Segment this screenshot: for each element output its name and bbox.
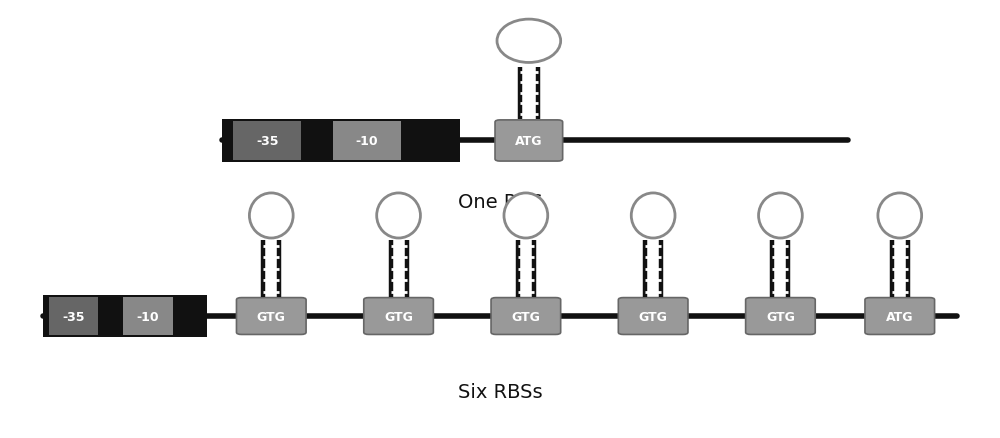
FancyBboxPatch shape: [618, 298, 688, 335]
Ellipse shape: [631, 194, 675, 238]
Ellipse shape: [504, 194, 548, 238]
FancyBboxPatch shape: [865, 298, 935, 335]
FancyBboxPatch shape: [491, 298, 561, 335]
Text: Six RBSs: Six RBSs: [458, 382, 542, 402]
Text: -35: -35: [256, 134, 279, 148]
Text: GTG: GTG: [511, 310, 540, 323]
Text: GTG: GTG: [639, 310, 668, 323]
FancyBboxPatch shape: [236, 298, 306, 335]
Ellipse shape: [878, 194, 922, 238]
Text: ATG: ATG: [515, 134, 543, 148]
Text: -10: -10: [355, 134, 378, 148]
Bar: [43, 296, 207, 337]
Ellipse shape: [759, 194, 802, 238]
Bar: [49, 298, 98, 335]
Ellipse shape: [497, 20, 561, 64]
Ellipse shape: [377, 194, 420, 238]
Text: -10: -10: [137, 310, 159, 323]
Text: One RBS: One RBS: [458, 192, 542, 211]
FancyBboxPatch shape: [364, 298, 433, 335]
Text: ATG: ATG: [886, 310, 914, 323]
Text: GTG: GTG: [766, 310, 795, 323]
Ellipse shape: [249, 194, 293, 238]
Bar: [233, 122, 301, 161]
Text: GTG: GTG: [384, 310, 413, 323]
FancyBboxPatch shape: [746, 298, 815, 335]
Text: -35: -35: [62, 310, 85, 323]
Bar: [333, 122, 401, 161]
Bar: [123, 298, 173, 335]
Bar: [222, 120, 460, 163]
FancyBboxPatch shape: [495, 120, 563, 162]
Text: GTG: GTG: [257, 310, 286, 323]
